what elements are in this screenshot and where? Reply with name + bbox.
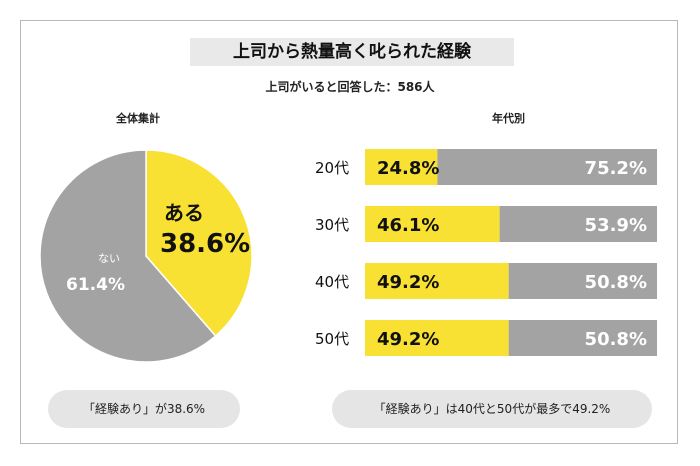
- bar-yes: [365, 320, 509, 356]
- pie-value-no: 61.4%: [66, 275, 125, 295]
- bar-no: [508, 263, 657, 299]
- bar-value-no: 50.8%: [585, 272, 647, 293]
- bar-no: [508, 320, 657, 356]
- bar-category-label: 20代: [315, 159, 349, 177]
- bar-value-no: 75.2%: [585, 158, 647, 179]
- pie-label-no: ない: [98, 252, 120, 265]
- pie-slice-1: [39, 149, 217, 363]
- bar-value-yes: 49.2%: [377, 329, 439, 350]
- pie-value-yes: 38.6%: [160, 229, 250, 259]
- bar-value-yes: 24.8%: [377, 158, 439, 179]
- bar-value-no: 53.9%: [585, 215, 647, 236]
- bar-note: 「経験あり」は40代と50代が最多で49.2%: [332, 390, 652, 428]
- bar-yes: [365, 149, 438, 185]
- chart-title: 上司から熱量高く叱られた経験: [190, 38, 514, 66]
- pie-section-label: 全体集計: [116, 112, 160, 125]
- pie-label-yes: ある: [164, 201, 204, 225]
- bar-value-no: 50.8%: [585, 329, 647, 350]
- bar-yes: [365, 206, 500, 242]
- chart-subtitle: 上司がいると回答した：586人: [265, 80, 435, 94]
- bar-no: [437, 149, 657, 185]
- bar-value-yes: 46.1%: [377, 215, 439, 236]
- bar-category-label: 30代: [315, 216, 349, 234]
- bar-section-label: 年代別: [492, 112, 525, 125]
- bar-value-yes: 49.2%: [377, 272, 439, 293]
- pie-slice-0: [145, 149, 253, 338]
- pie-note: 「経験あり」が38.6%: [48, 390, 240, 428]
- bar-no: [499, 206, 657, 242]
- bar-category-label: 50代: [315, 330, 349, 348]
- bar-category-label: 40代: [315, 273, 349, 291]
- bar-yes: [365, 263, 509, 299]
